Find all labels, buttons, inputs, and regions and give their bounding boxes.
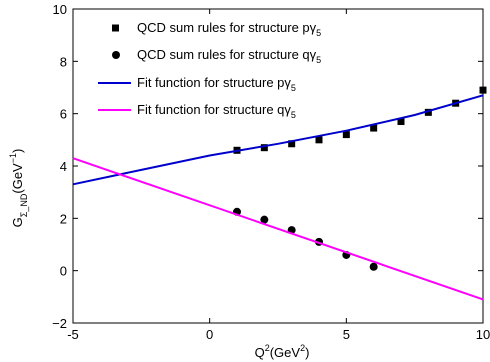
legend-item: Fit function for structure qγ5	[98, 102, 296, 120]
series-4	[72, 157, 484, 301]
fit-line	[72, 94, 484, 186]
tick-layer: -5 0 5 10 −2 0 2 4 6 8 10	[52, 2, 490, 342]
x-tick-label: 5	[343, 327, 350, 342]
x-axis-title: Q2(GeV2)	[255, 343, 310, 360]
y-tick-label: 6	[60, 107, 67, 122]
legend-label: Fit function for structure qγ5	[137, 102, 296, 120]
y-tick-label: 10	[53, 2, 67, 17]
data-point-square	[370, 124, 378, 132]
data-point-circle	[260, 215, 269, 224]
series-layer	[72, 86, 487, 301]
y-tick-label: 2	[60, 211, 67, 226]
y-tick-label: 8	[60, 54, 67, 69]
data-point-square	[288, 140, 296, 148]
y-tick-label: 0	[60, 264, 67, 279]
fit-line	[72, 157, 484, 301]
data-point-square	[260, 144, 268, 152]
legend-item: Fit function for structure pγ5	[98, 75, 296, 93]
legend-square-swatch	[112, 24, 119, 32]
series-3	[72, 94, 484, 186]
y-axis-title: GΣ_ND(GeV−1)	[8, 149, 29, 228]
data-point-square	[315, 136, 323, 144]
data-point-circle	[369, 262, 378, 271]
legend-label: Fit function for structure pγ5	[137, 75, 296, 93]
data-point-square	[424, 108, 432, 116]
legend-item: QCD sum rules for structure qγ5	[112, 47, 321, 65]
x-tick-label: 0	[206, 327, 213, 342]
legend: QCD sum rules for structure pγ5 QCD sum r…	[98, 20, 321, 120]
legend-circle-swatch	[112, 51, 120, 59]
x-tick-label: 10	[476, 327, 490, 342]
data-point-square	[479, 86, 487, 94]
plot-area	[72, 8, 484, 324]
legend-label: QCD sum rules for structure pγ5	[137, 20, 321, 38]
legend-item: QCD sum rules for structure pγ5	[112, 20, 321, 38]
y-tick-label: 4	[60, 159, 67, 174]
x-tick-label: -5	[67, 327, 79, 342]
data-point-square	[397, 118, 405, 126]
legend-label: QCD sum rules for structure qγ5	[137, 47, 321, 65]
data-point-square	[342, 131, 350, 139]
plot-frame	[72, 8, 484, 324]
y-tick-label: −2	[52, 316, 67, 331]
